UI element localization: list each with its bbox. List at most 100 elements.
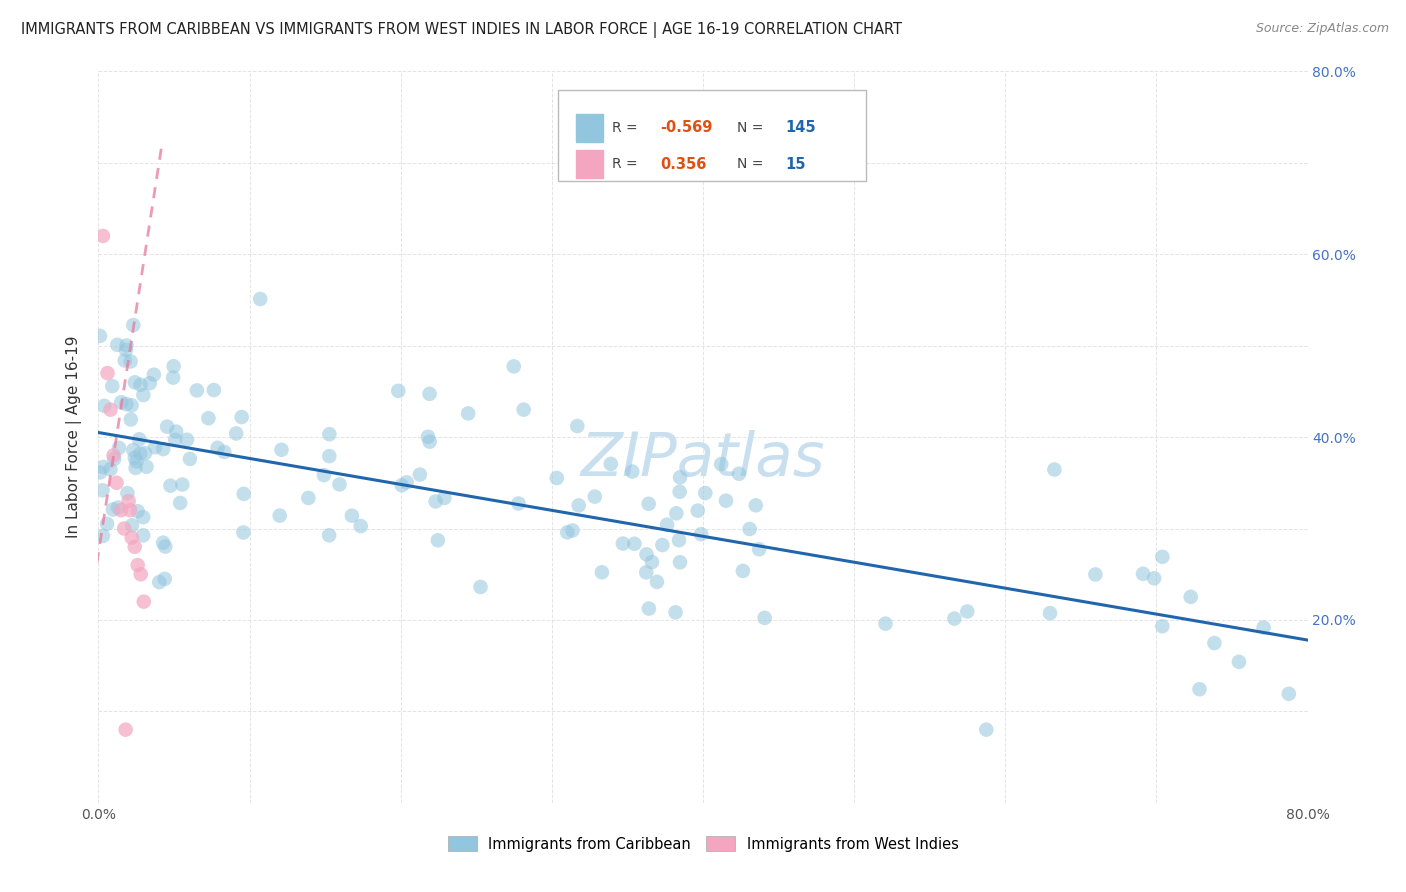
Point <box>89 329 111 343</box>
Point <box>249 292 271 306</box>
Point <box>426 533 449 548</box>
Point <box>599 457 621 471</box>
Point <box>425 494 447 508</box>
Point <box>686 503 709 517</box>
Point <box>409 467 432 482</box>
Point <box>433 491 456 505</box>
Point <box>100 402 122 417</box>
Point <box>214 445 236 459</box>
Point <box>591 566 613 580</box>
Point <box>125 454 148 468</box>
Point <box>124 450 146 465</box>
Y-axis label: In Labor Force | Age 16-19: In Labor Force | Age 16-19 <box>66 335 83 539</box>
Point <box>162 370 184 384</box>
Point <box>127 504 149 518</box>
Point <box>637 497 659 511</box>
Point <box>1180 590 1202 604</box>
Point <box>232 487 254 501</box>
Point <box>974 723 997 737</box>
Point <box>665 506 688 520</box>
Point <box>132 388 155 402</box>
Point <box>148 575 170 590</box>
Text: 0.356: 0.356 <box>661 157 707 172</box>
Point <box>1188 682 1211 697</box>
Point <box>270 442 292 457</box>
Point <box>387 384 409 398</box>
Point <box>122 443 145 458</box>
Point <box>318 528 340 542</box>
Point <box>108 441 131 455</box>
Point <box>470 580 492 594</box>
Text: R =: R = <box>613 120 643 135</box>
Point <box>1227 655 1250 669</box>
Point <box>561 524 583 538</box>
Point <box>115 338 138 352</box>
Point <box>152 535 174 549</box>
Point <box>512 402 534 417</box>
Point <box>114 723 136 737</box>
Point <box>129 446 152 460</box>
Point <box>583 490 606 504</box>
Point <box>568 499 591 513</box>
Point <box>1132 566 1154 581</box>
Point <box>172 477 194 491</box>
Point <box>508 496 530 510</box>
Point <box>117 486 139 500</box>
Point <box>120 354 142 368</box>
Point <box>690 527 713 541</box>
Point <box>669 470 692 484</box>
Point <box>103 451 125 466</box>
Point <box>107 500 129 515</box>
Text: R =: R = <box>613 157 643 171</box>
Point <box>122 318 145 332</box>
Point <box>1253 621 1275 635</box>
Point <box>350 519 373 533</box>
Point <box>1084 567 1107 582</box>
Point <box>668 484 690 499</box>
Point <box>110 503 132 517</box>
Point <box>101 379 124 393</box>
Point <box>143 440 166 454</box>
Point <box>114 353 136 368</box>
Point <box>318 449 340 463</box>
Point <box>91 529 114 543</box>
Point <box>669 555 692 569</box>
Point <box>129 567 152 582</box>
Point <box>1204 636 1226 650</box>
Point <box>419 387 441 401</box>
Point <box>101 502 124 516</box>
Point <box>645 574 668 589</box>
Point <box>875 616 897 631</box>
Point <box>135 459 157 474</box>
FancyBboxPatch shape <box>576 114 603 142</box>
Point <box>638 601 661 615</box>
Point <box>163 359 186 374</box>
Point <box>225 426 247 441</box>
Point <box>231 410 253 425</box>
Point <box>110 395 132 409</box>
Point <box>555 525 578 540</box>
Point <box>297 491 319 505</box>
Point <box>695 486 717 500</box>
Point <box>1152 549 1174 564</box>
Point <box>457 406 479 420</box>
Point <box>155 540 177 554</box>
Point <box>93 399 115 413</box>
Text: 15: 15 <box>785 157 806 172</box>
Point <box>139 376 162 391</box>
Point <box>127 558 149 573</box>
Point <box>165 425 187 439</box>
Point <box>124 461 146 475</box>
Point <box>152 442 174 456</box>
Point <box>91 229 114 244</box>
Legend: Immigrants from Caribbean, Immigrants from West Indies: Immigrants from Caribbean, Immigrants fr… <box>441 830 965 858</box>
Point <box>121 398 143 412</box>
FancyBboxPatch shape <box>558 90 866 181</box>
Point <box>142 368 165 382</box>
Text: IMMIGRANTS FROM CARIBBEAN VS IMMIGRANTS FROM WEST INDIES IN LABOR FORCE | AGE 16: IMMIGRANTS FROM CARIBBEAN VS IMMIGRANTS … <box>21 22 903 38</box>
Point <box>748 542 770 557</box>
Point <box>636 566 658 580</box>
Point <box>623 537 645 551</box>
Text: ZIPatlas: ZIPatlas <box>581 430 825 489</box>
Point <box>745 499 768 513</box>
